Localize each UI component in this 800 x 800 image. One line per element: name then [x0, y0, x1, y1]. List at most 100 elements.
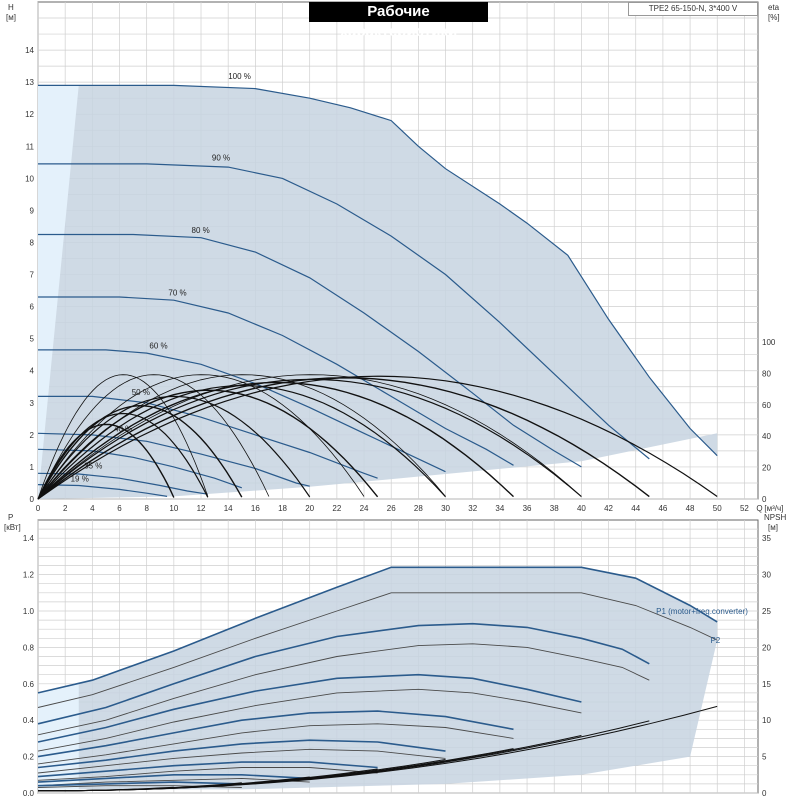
- p-tick-label: 0.0: [23, 789, 35, 798]
- npsh-tick-label: 10: [762, 716, 771, 725]
- power-p2-curve: [37, 723, 514, 765]
- power-npsh-plot: P1 (motor+freq.converter) P2 0.0 0.2 0.4 0.6 0…: [4, 513, 786, 798]
- speed-curve-label: 100 %: [228, 72, 251, 81]
- y-left-tick-label: 4: [30, 367, 35, 376]
- p-tick-label: 0.6: [23, 680, 35, 689]
- p-axis-label: P: [8, 513, 13, 522]
- x-tick-label: 16: [251, 504, 260, 513]
- speed-curve-label: 70 %: [168, 288, 186, 297]
- x-axis-unit: [м³/ч]: [764, 504, 783, 513]
- y-right-tick-label: 60: [762, 401, 771, 410]
- efficiency-curve: [37, 377, 650, 500]
- x-tick-label: 22: [332, 504, 341, 513]
- y-left-tick-label: 5: [30, 335, 35, 344]
- power-p2-curve: [37, 777, 310, 787]
- y-right-tick-label: 80: [762, 369, 771, 378]
- p-axis-unit: [кВт]: [4, 523, 21, 532]
- power-p2-curve: [37, 748, 446, 774]
- speed-curve-label: 35 %: [84, 462, 102, 471]
- y-left-tick-label: 3: [30, 399, 35, 408]
- x-tick-label: 50: [713, 504, 722, 513]
- x-tick-label: 14: [224, 504, 233, 513]
- x-tick-label: 42: [604, 504, 613, 513]
- p1-series-label: P1 (motor+freq.converter): [656, 607, 748, 616]
- y-left-axis-unit: [м]: [6, 13, 16, 22]
- p-tick-label: 0.2: [23, 753, 35, 762]
- npsh-axis-unit: [м]: [768, 523, 778, 532]
- x-tick-label: 30: [441, 504, 450, 513]
- efficiency-curve: [37, 374, 365, 500]
- operating-area: [38, 85, 718, 500]
- npsh-tick-label: 35: [762, 534, 771, 543]
- speed-curve-label: 90 %: [212, 154, 230, 163]
- power-p1-curve: [37, 774, 310, 783]
- speed-curve-label: 80 %: [192, 226, 210, 235]
- x-axis-label: Q: [756, 504, 762, 513]
- speed-curve: [38, 296, 514, 466]
- power-p1-curve: [37, 622, 650, 725]
- x-tick-label: 36: [523, 504, 532, 513]
- speed-curve: [38, 233, 582, 468]
- npsh-axis-label: NPSH: [764, 513, 786, 522]
- y-left-tick-label: 11: [26, 142, 35, 151]
- p-tick-label: 1.4: [23, 534, 35, 543]
- x-tick-label: 24: [360, 504, 369, 513]
- npsh-tick-label: 20: [762, 643, 771, 652]
- x-tick-label: 40: [577, 504, 586, 513]
- p2-series-label: P2: [710, 636, 720, 645]
- head-efficiency-plot: 100 %90 %80 %70 %60 %50 %40 %35 %19 %0 2 4…: [6, 1, 783, 513]
- y-left-tick-label: 1: [30, 463, 35, 472]
- efficiency-curve: [37, 374, 270, 500]
- x-tick-label: 44: [631, 504, 640, 513]
- p-tick-label: 1.0: [23, 607, 35, 616]
- efficiency-curve: [37, 375, 718, 500]
- npsh-tick-label: 15: [762, 680, 771, 689]
- power-area: [38, 567, 718, 790]
- speed-curve: [38, 163, 650, 460]
- y-right-tick-label: 0: [762, 495, 767, 504]
- npsh-tick-label: 0: [762, 789, 767, 798]
- x-tick-label: 28: [414, 504, 423, 513]
- power-p2-curve: [37, 767, 378, 781]
- npsh-curve: [38, 786, 174, 792]
- efficiency-curve: [37, 374, 582, 500]
- x-tick-label: 48: [686, 504, 695, 513]
- speed-curve: [37, 484, 168, 497]
- power-p1-curve: [37, 761, 378, 778]
- x-tick-label: 0: [36, 504, 41, 513]
- npsh-tick-label: 30: [762, 571, 771, 580]
- x-tick-label: 46: [658, 504, 667, 513]
- power-p2-curve: [37, 688, 582, 752]
- efficiency-curve: [37, 374, 209, 500]
- y-left-tick-label: 0: [30, 495, 35, 504]
- speed-curve: [37, 432, 310, 487]
- y-right-tick-label: 40: [762, 432, 771, 441]
- x-tick-label: 26: [387, 504, 396, 513]
- power-p2-curve: [37, 592, 718, 708]
- pump-model-label: TPE2 65-150-N, 3*400 V: [628, 2, 758, 16]
- speed-curve-label: 60 %: [149, 341, 167, 350]
- power-p1-curve: [37, 739, 446, 769]
- y-left-tick-label: 8: [30, 238, 35, 247]
- x-tick-label: 18: [278, 504, 287, 513]
- x-tick-label: 32: [468, 504, 477, 513]
- p-tick-label: 0.8: [23, 643, 35, 652]
- power-p1-curve: [37, 710, 514, 758]
- speed-curve: [38, 84, 718, 457]
- power-p1-curve: [37, 673, 582, 743]
- x-tick-label: 34: [495, 504, 504, 513]
- efficiency-curve: [37, 381, 514, 500]
- p-tick-label: 1.2: [23, 571, 35, 580]
- y-left-axis-label: H: [8, 3, 14, 12]
- npsh-tick-label: 25: [762, 607, 771, 616]
- efficiency-curve: [37, 423, 175, 500]
- power-p1-curve: [37, 781, 242, 787]
- efficiency-curve: [37, 412, 209, 500]
- efficiency-curve: [37, 384, 446, 500]
- npsh-tick-label: 5: [762, 753, 767, 762]
- y-left-tick-label: 14: [25, 46, 34, 55]
- y-right-tick-label: 20: [762, 464, 771, 473]
- x-tick-label: 38: [550, 504, 559, 513]
- power-p1-curve: [37, 566, 718, 694]
